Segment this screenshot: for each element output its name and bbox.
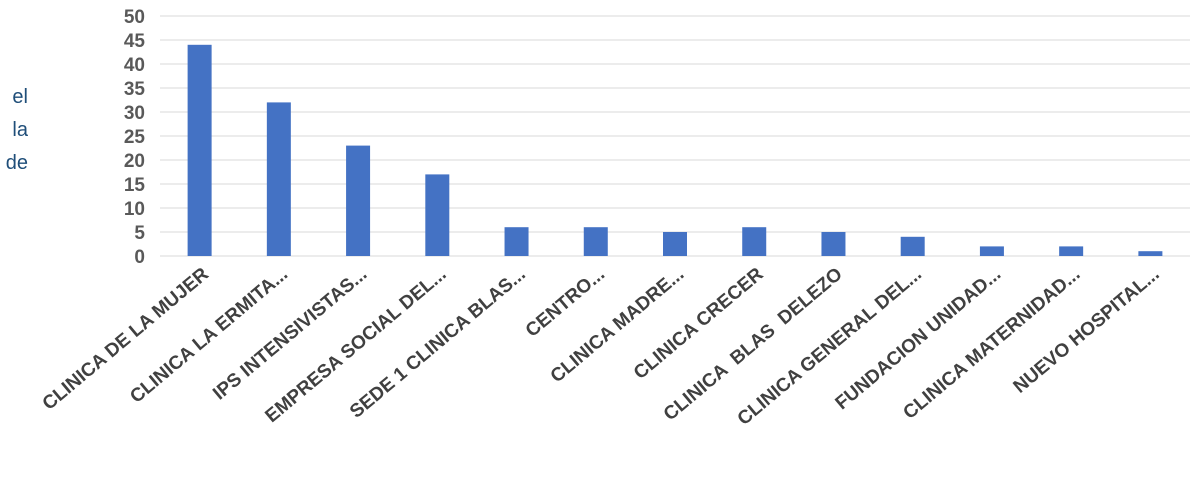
y-tick-label: 5 (134, 223, 145, 244)
bar (425, 174, 450, 256)
x-tick-label: CLINICA LA ERMITA... (126, 264, 292, 408)
bar (187, 44, 212, 256)
y-tick-label: 10 (124, 199, 145, 220)
bar (663, 232, 687, 256)
gridlines (160, 15, 1190, 257)
bar (821, 232, 846, 256)
side-text-line-1: el (12, 86, 28, 108)
x-tick-label: CLINICA MADRE... (547, 264, 689, 388)
bar (1059, 246, 1084, 256)
y-tick-label: 25 (124, 127, 146, 148)
side-text-line-3: de (5, 152, 28, 174)
y-tick-label: 15 (124, 175, 146, 196)
side-text-fragment: el la de (0, 0, 40, 479)
bar (1138, 251, 1163, 256)
x-tick-label: CLINICA CRECER (630, 264, 768, 384)
bar (742, 227, 767, 256)
bar (346, 145, 371, 256)
side-text-line-2: la (12, 119, 28, 141)
bar (900, 236, 925, 256)
y-tick-label: 50 (124, 7, 145, 28)
y-tick-label: 0 (134, 247, 145, 268)
bar (979, 246, 1004, 256)
x-tick-label: IPS INTENSIVISTAS... (209, 264, 371, 405)
y-tick-label: 20 (124, 151, 145, 172)
y-tick-label: 45 (124, 31, 146, 52)
y-axis-ticks: 0 5 10 15 20 25 30 35 40 45 50 (124, 7, 146, 268)
bar (266, 102, 291, 257)
y-tick-label: 40 (124, 55, 145, 76)
bars (187, 44, 1163, 257)
y-tick-label: 35 (124, 79, 146, 100)
y-tick-label: 30 (124, 103, 145, 124)
x-tick-label: NUEVO HOSPITAL... (1010, 264, 1164, 398)
bar (583, 227, 608, 256)
bar (504, 227, 529, 256)
